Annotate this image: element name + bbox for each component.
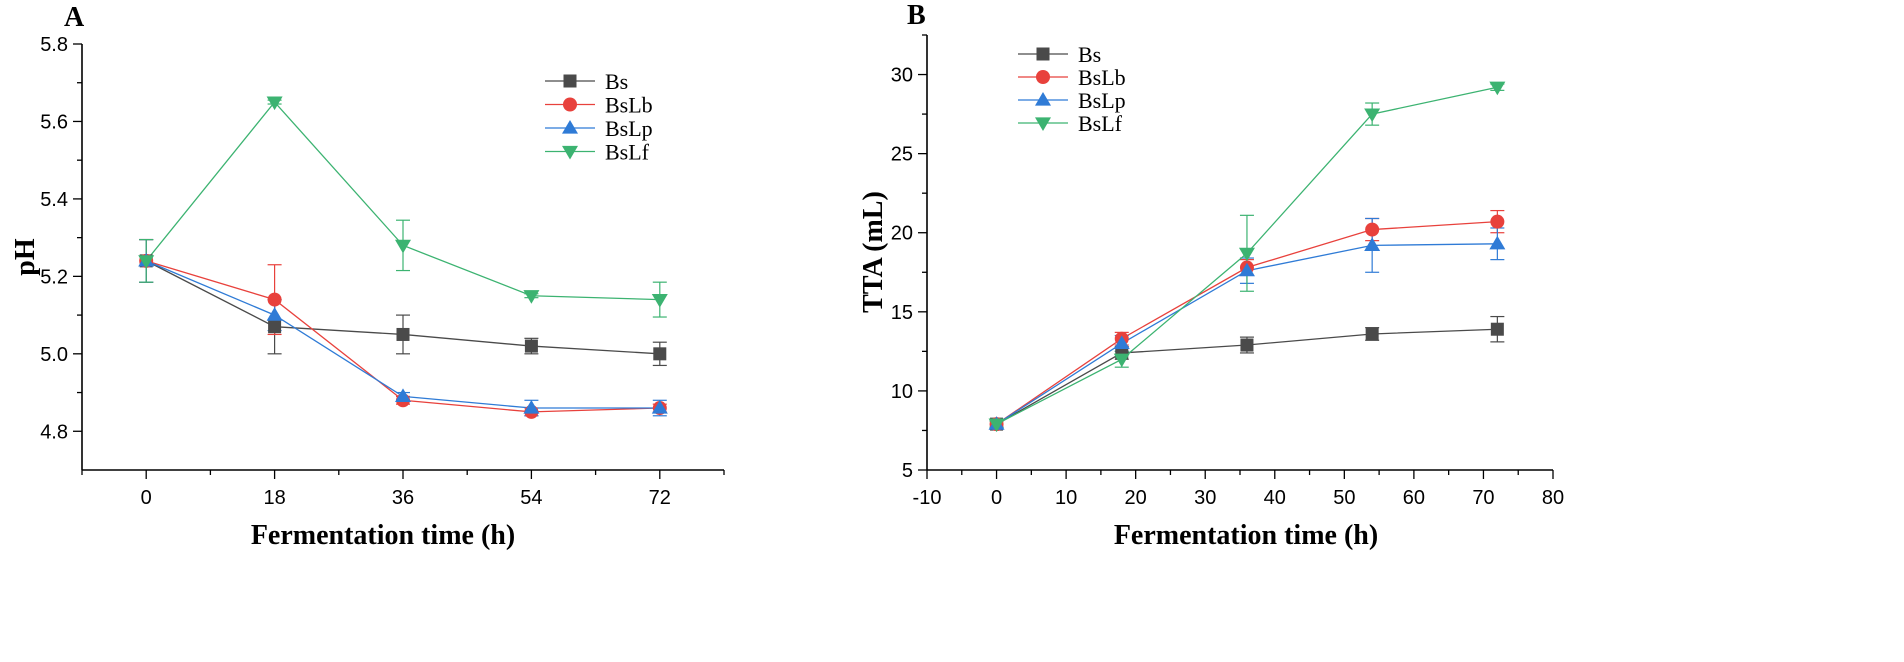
panel-label: B xyxy=(907,0,926,31)
x-axis-title: Fermentation time (h) xyxy=(251,520,515,551)
y-tick-label: 5 xyxy=(902,460,913,482)
legend-marker xyxy=(1035,117,1051,131)
y-tick-label: 30 xyxy=(891,65,913,87)
data-point-bslb xyxy=(267,292,282,307)
data-point-bslf xyxy=(138,255,155,269)
data-point-bslp xyxy=(1238,262,1255,277)
x-tick-label: 50 xyxy=(1333,487,1355,509)
data-point-bslf xyxy=(988,418,1005,433)
legend-marker xyxy=(562,145,578,160)
legend-marker xyxy=(563,74,577,88)
x-tick-label: 72 xyxy=(649,487,671,509)
x-tick-label: 0 xyxy=(141,487,152,509)
data-point-bslf xyxy=(266,96,283,111)
data-point-bs xyxy=(524,339,538,353)
y-tick-label: 25 xyxy=(891,144,913,166)
x-tick-label: 54 xyxy=(520,487,542,509)
y-axis-title: pH xyxy=(10,238,41,276)
data-point-bslb xyxy=(1490,214,1505,229)
data-point-bslp xyxy=(1113,335,1130,350)
y-tick-label: 5.6 xyxy=(40,111,68,133)
data-point-bslf xyxy=(1364,108,1381,123)
legend-marker xyxy=(1036,70,1050,84)
y-tick-label: 5.4 xyxy=(40,189,68,211)
data-point-bslb xyxy=(1365,222,1380,237)
data-point-bslp xyxy=(1364,237,1381,251)
data-point-bs xyxy=(653,347,667,361)
data-point-bslp xyxy=(651,400,668,414)
y-tick-label: 5.2 xyxy=(40,266,68,288)
data-point-bslp xyxy=(1489,235,1506,250)
x-tick-label: 10 xyxy=(1055,487,1077,509)
x-tick-label: 30 xyxy=(1194,487,1216,509)
data-point-bslp xyxy=(523,400,540,414)
data-point-bslf xyxy=(523,290,540,304)
legend-label: BsLf xyxy=(1078,111,1123,136)
y-tick-label: 10 xyxy=(891,381,913,403)
y-tick-label: 15 xyxy=(891,302,913,324)
legend-label: BsLp xyxy=(1078,88,1126,113)
chart-panel-a: 0 18 36 54 72 4.8 5.0 5.2 5.4 5.6 5.8 Fermentation … xyxy=(10,2,725,551)
panel-label: A xyxy=(64,2,85,33)
x-tick-label: 0 xyxy=(991,487,1002,509)
data-point-bslf xyxy=(1113,353,1130,368)
data-point-bslf xyxy=(395,239,411,254)
y-tick-label: 5.0 xyxy=(40,344,68,366)
y-tick-label: 20 xyxy=(891,223,913,245)
data-point-bs xyxy=(1365,327,1379,341)
data-point-bs xyxy=(268,320,282,334)
data-point-bslf xyxy=(1238,247,1255,262)
legend-marker xyxy=(563,97,577,112)
data-point-bs xyxy=(1490,322,1504,336)
legend-label: BsLb xyxy=(1078,65,1126,90)
x-tick-label: 70 xyxy=(1472,487,1494,509)
legend-marker xyxy=(562,120,578,134)
x-axis-title: Fermentation time (h) xyxy=(1114,520,1378,551)
y-tick-label: 4.8 xyxy=(40,421,68,443)
legend-marker xyxy=(1036,47,1050,61)
legend-label: BsLb xyxy=(605,93,653,118)
legend-label: Bs xyxy=(605,69,628,94)
data-point-bslp xyxy=(395,388,411,403)
x-tick-label: 40 xyxy=(1264,487,1286,509)
data-point-bs xyxy=(1240,338,1254,352)
legend-marker xyxy=(1035,92,1051,106)
x-tick-label: -10 xyxy=(913,487,942,509)
x-tick-label: 18 xyxy=(263,487,285,509)
x-tick-label: 60 xyxy=(1403,487,1425,509)
data-point-bslf xyxy=(651,294,668,308)
data-point-bslp xyxy=(266,307,283,321)
x-tick-label: 80 xyxy=(1542,487,1564,509)
y-tick-label: 5.8 xyxy=(40,34,68,56)
data-point-bs xyxy=(396,327,410,341)
legend-label: BsLf xyxy=(605,140,650,165)
x-tick-label: 20 xyxy=(1125,487,1147,509)
y-axis-title: TTA (mL) xyxy=(858,191,889,313)
legend-label: BsLp xyxy=(605,116,653,141)
x-tick-label: 36 xyxy=(392,487,414,509)
legend-label: Bs xyxy=(1078,42,1101,67)
chart-panel-b: -10 0 10 20 30 40 50 60 70 80 5 10 15 20 25 30 Fermentat… xyxy=(858,0,1564,551)
data-point-bslf xyxy=(1489,81,1506,96)
